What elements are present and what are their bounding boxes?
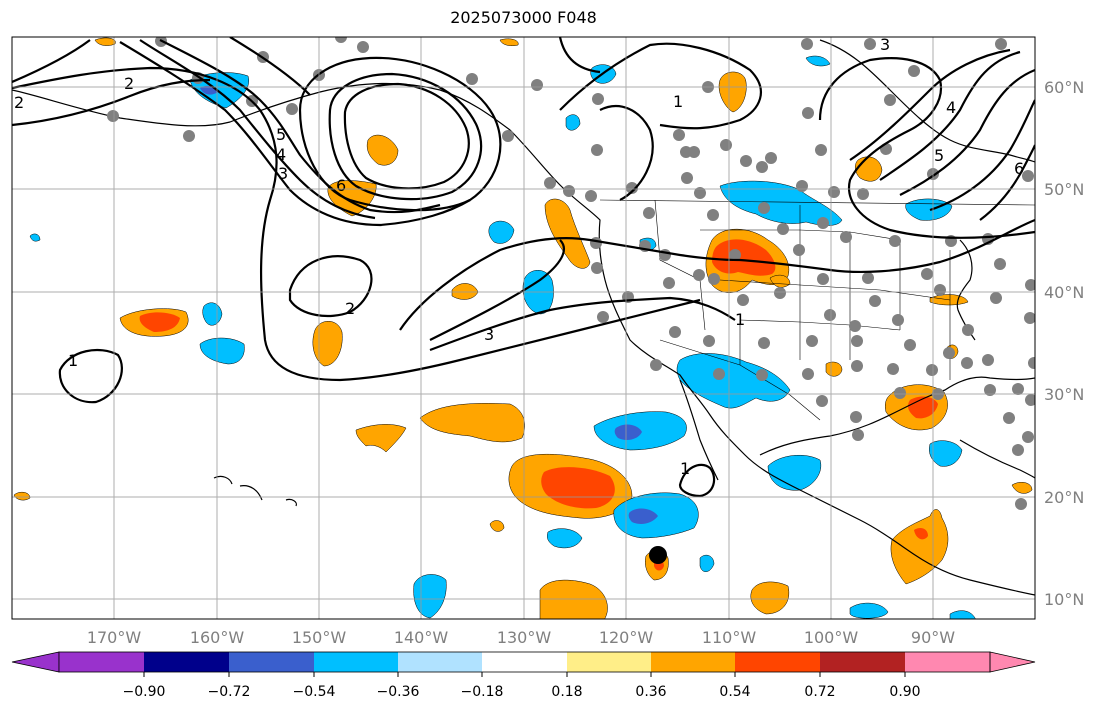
contour-label: 1 (680, 459, 690, 478)
contour-label: 3 (880, 35, 890, 54)
lat-label: 20°N (1044, 488, 1084, 507)
colorbar-tick-label: −0.36 (377, 684, 420, 700)
colorbar-bin (482, 652, 567, 672)
colorbar: −0.90 −0.72 −0.54 −0.36 −0.18 0.18 0.36 … (11, 651, 1036, 700)
colorbar-tick-label: −0.54 (293, 684, 336, 700)
colorbar-tick-label: 0.54 (719, 684, 750, 700)
lat-label: 10°N (1044, 590, 1084, 609)
map-title: 2025073000 F048 (450, 8, 597, 27)
contour-label: 1 (68, 351, 78, 370)
lon-label: 130°W (497, 628, 552, 647)
lon-label: 100°W (804, 628, 859, 647)
graticule (12, 37, 1035, 619)
contour-label: 2 (14, 93, 24, 112)
contour-label: 4 (946, 98, 956, 117)
lat-label: 30°N (1044, 385, 1084, 404)
lon-label: 170°W (87, 628, 142, 647)
colorbar-bin (229, 652, 314, 672)
colorbar-bin (567, 652, 651, 672)
colorbar-bin (905, 652, 990, 672)
colorbar-bin (735, 652, 820, 672)
colorbar-tick-label: 0.36 (635, 684, 666, 700)
colorbar-tick-label: 0.72 (804, 684, 835, 700)
strong-negative-regions (200, 85, 658, 524)
contour-lines (12, 37, 1035, 498)
strong-positive-regions (139, 239, 938, 571)
colorbar-tick-label: −0.90 (123, 684, 166, 700)
lon-label: 120°W (599, 628, 654, 647)
map-frame (11, 36, 1036, 620)
colorbar-tick-label: −0.72 (208, 684, 251, 700)
contour-label-group: 2 2 1 5 4 3 6 2 3 1 1 3 4 5 6 1 (14, 35, 1024, 478)
colorbar-min-extend (11, 651, 60, 673)
contour-label: 3 (278, 164, 288, 183)
colorbar-bin (59, 652, 144, 672)
contour-label: 6 (1014, 159, 1024, 178)
contour-label: 4 (276, 145, 286, 164)
colorbar-bin (144, 652, 229, 672)
contour-label: 5 (934, 146, 944, 165)
lon-label: 150°W (292, 628, 347, 647)
lon-label: 110°W (702, 628, 757, 647)
storm-center-marker (649, 546, 667, 564)
lat-label: 60°N (1044, 78, 1084, 97)
contour-label: 2 (345, 299, 355, 318)
contour-label: 2 (124, 74, 134, 93)
longitude-labels: 170°W 160°W 150°W 140°W 130°W 120°W 110°… (87, 628, 955, 647)
contour-label: 1 (735, 310, 745, 329)
lat-label: 50°N (1044, 180, 1084, 199)
colorbar-bin (651, 652, 735, 672)
lon-label: 90°W (911, 628, 955, 647)
colorbar-bin (820, 652, 905, 672)
lon-label: 140°W (394, 628, 449, 647)
contour-label: 5 (276, 125, 286, 144)
colorbar-max-extend (989, 651, 1036, 673)
latitude-labels: 60°N 50°N 40°N 30°N 20°N 10°N (1044, 78, 1084, 609)
contour-label: 3 (484, 325, 494, 344)
contour-label: 6 (336, 176, 346, 195)
contour-label: 1 (673, 92, 683, 111)
colorbar-tick-label: −0.18 (461, 684, 504, 700)
colorbar-tick-label: 0.18 (551, 684, 582, 700)
colorbar-tick-label: 0.90 (889, 684, 920, 700)
colorbar-bin (314, 652, 398, 672)
lat-label: 40°N (1044, 283, 1084, 302)
colorbar-bin (398, 652, 482, 672)
lon-label: 160°W (190, 628, 245, 647)
